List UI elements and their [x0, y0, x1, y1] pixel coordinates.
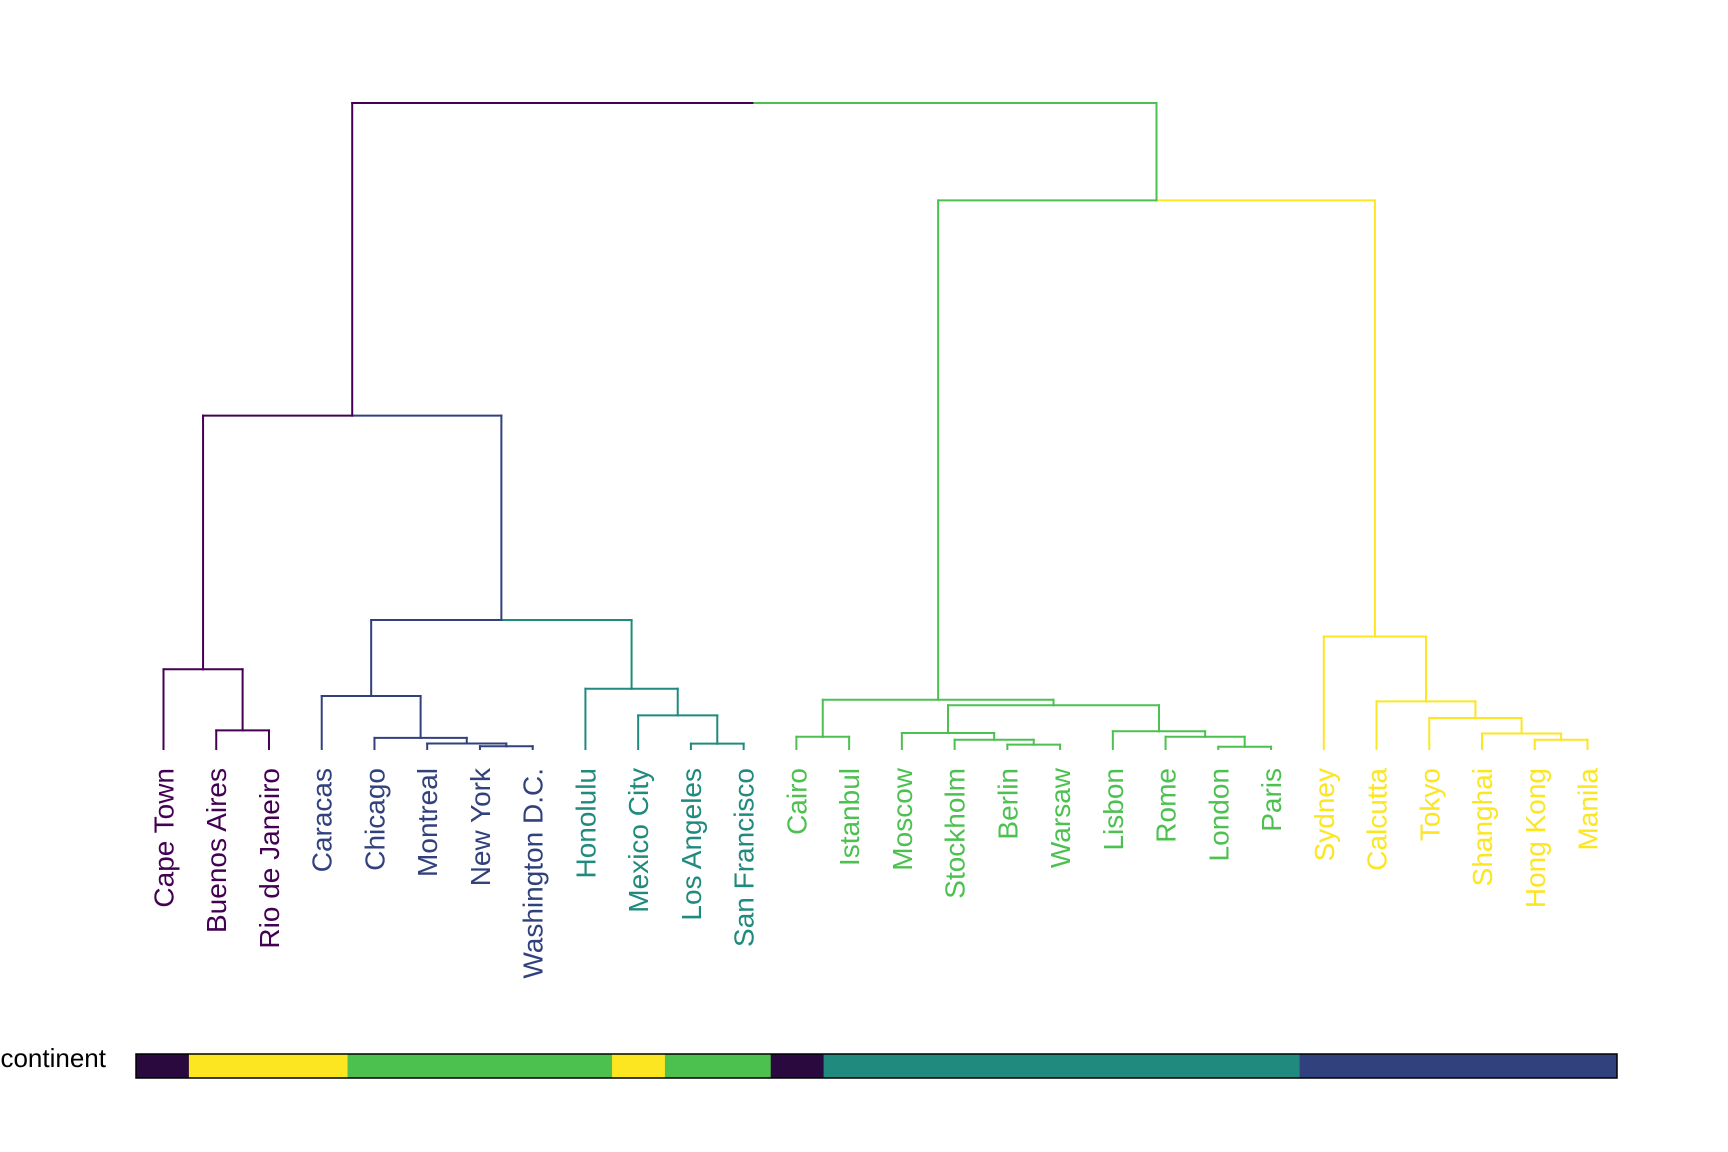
annotation-label: continent	[0, 1043, 106, 1073]
leaf-label: Shanghai	[1467, 768, 1498, 886]
annotation-segment	[612, 1054, 666, 1078]
leaf-label: Hong Kong	[1520, 768, 1551, 908]
leaf-label: Los Angeles	[676, 768, 707, 921]
leaf-label: New York	[465, 767, 496, 886]
leaf-label: Moscow	[887, 767, 918, 870]
leaf-label: Paris	[1256, 768, 1287, 832]
dendrogram-branches	[162, 102, 1589, 750]
leaf-label: Lisbon	[1098, 768, 1129, 851]
annotation-segment	[188, 1054, 349, 1078]
annotation-segment	[347, 1054, 613, 1078]
leaf-label: Rome	[1151, 768, 1182, 843]
leaf-label: Montreal	[412, 768, 443, 877]
annotation-segments	[135, 1053, 1618, 1079]
leaf-label: London	[1203, 768, 1234, 861]
leaf-label: San Francisco	[729, 768, 760, 947]
leaf-label: Tokyo	[1414, 768, 1445, 841]
leaf-label: Rio de Janeiro	[254, 768, 285, 949]
annotation-segment	[1299, 1054, 1618, 1078]
annotation-bar-border	[135, 1053, 1618, 1079]
annotation-segment	[770, 1054, 825, 1078]
leaf-label: Berlin	[992, 768, 1023, 840]
leaf-label: Cape Town	[149, 768, 180, 908]
leaf-label: Honolulu	[570, 768, 601, 879]
leaf-label: Cairo	[781, 768, 812, 835]
annotation-segment	[136, 1054, 190, 1078]
continent-annotation-bar: continent	[0, 1043, 1618, 1079]
leaf-labels: Cape Town Buenos Aires Rio de Janeiro Carac…	[149, 767, 1604, 979]
leaf-label: Mexico City	[623, 768, 654, 913]
annotation-segment	[823, 1054, 1301, 1078]
annotation-segment	[664, 1054, 772, 1078]
leaf-label: Washington D.C.	[518, 768, 549, 979]
leaf-label: Stockholm	[940, 768, 971, 899]
leaf-label: Manila	[1573, 768, 1604, 851]
leaf-label: Istanbul	[834, 768, 865, 866]
leaf-label: Chicago	[359, 768, 390, 871]
leaf-label: Calcutta	[1362, 768, 1393, 871]
leaf-label: Sydney	[1309, 768, 1340, 861]
leaf-label: Caracas	[307, 768, 338, 872]
leaf-label: Warsaw	[1045, 767, 1076, 868]
leaf-label: Buenos Aires	[201, 768, 232, 933]
